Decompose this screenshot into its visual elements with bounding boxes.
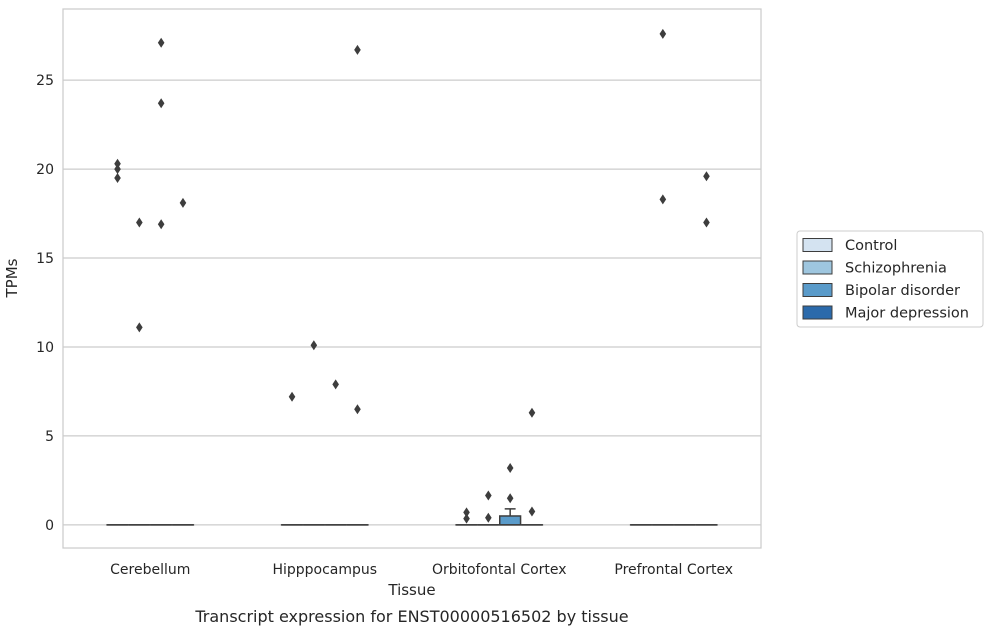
outlier-orbitofontal-cortex-schizophrenia-1 (485, 512, 492, 523)
outlier-orbitofontal-cortex-major-depression-1 (528, 506, 536, 517)
outlier-cerebellum-bipolar-disorder-1 (157, 98, 165, 109)
outlier-orbitofontal-cortex-control-0 (463, 507, 470, 518)
outlier-orbitofontal-cortex-schizophrenia-0 (485, 490, 492, 501)
legend-swatch-schizophrenia (802, 260, 833, 275)
legend-swatch-control (802, 238, 833, 252)
legend: Control Schizophrenia Bipolar disorder Majo… (796, 230, 984, 328)
outlier-prefrontal-cortex-major-depression-1 (703, 217, 710, 228)
outlier-hipppocampus-major-depression-1 (354, 404, 361, 415)
outlier-hipppocampus-bipolar-disorder-0 (332, 379, 339, 390)
legend-swatch-bipolar-disorder (802, 283, 833, 297)
legend-swatch-major-depression (802, 305, 833, 320)
x-tick-orbitofontal-cortex: Orbitofontal Cortex (432, 562, 567, 578)
y-tick-15: 15 (36, 251, 54, 267)
y-tick-10: 10 (36, 340, 54, 356)
outlier-prefrontal-cortex-major-depression-0 (703, 171, 710, 182)
legend-label-control: Control (845, 238, 897, 254)
plot-body (106, 28, 718, 526)
y-axis-label: TPMs (3, 258, 21, 298)
y-tick-0: 0 (45, 518, 54, 534)
outlier-cerebellum-schizophrenia-1 (136, 322, 143, 333)
outlier-orbitofontal-cortex-major-depression-0 (528, 407, 536, 418)
outlier-cerebellum-control-0 (114, 158, 121, 169)
box-orbitofontal-cortex-bipolar-disorder (499, 508, 522, 526)
outlier-prefrontal-cortex-schizophrenia-1 (659, 194, 667, 205)
chart-caption: Transcript expression for ENST0000051650… (194, 607, 628, 626)
plot-frame (62, 8, 762, 549)
outlier-cerebellum-control-1 (114, 164, 121, 175)
outlier-orbitofontal-cortex-control-1 (463, 513, 470, 524)
outlier-cerebellum-control-2 (114, 172, 121, 183)
outlier-orbitofontal-cortex-bipolar-disorder-1 (506, 493, 514, 504)
outlier-hipppocampus-major-depression-0 (354, 44, 361, 55)
outlier-cerebellum-bipolar-disorder-0 (157, 37, 165, 48)
legend-label-major-depression: Major depression (845, 306, 969, 322)
box-body-orbitofontal-cortex-bipolar-disorder (499, 515, 522, 526)
x-axis-label: Tissue (387, 581, 435, 599)
x-tick-prefrontal-cortex: Prefrontal Cortex (614, 562, 733, 578)
outlier-cerebellum-schizophrenia-0 (136, 217, 143, 228)
y-tick-25: 25 (36, 73, 54, 89)
outlier-cerebellum-bipolar-disorder-2 (157, 219, 165, 230)
y-tick-5: 5 (45, 429, 54, 445)
outlier-hipppocampus-control-0 (288, 391, 296, 402)
legend-label-schizophrenia: Schizophrenia (845, 261, 947, 277)
outlier-prefrontal-cortex-schizophrenia-0 (659, 28, 667, 39)
outlier-hipppocampus-schizophrenia-0 (310, 340, 318, 351)
x-tick-cerebellum: Cerebellum (110, 562, 190, 578)
outlier-orbitofontal-cortex-bipolar-disorder-0 (506, 462, 514, 473)
outlier-cerebellum-major-depression-0 (179, 197, 187, 208)
x-tick-labels: Cerebellum Hipppocampus Orbitofontal Corte… (110, 562, 733, 578)
gridlines (63, 79, 761, 526)
y-tick-labels: 0 5 10 15 20 25 (36, 73, 54, 534)
x-tick-hipppocampus: Hipppocampus (272, 562, 377, 578)
legend-frame (796, 230, 984, 328)
legend-label-bipolar-disorder: Bipolar disorder (845, 283, 960, 299)
y-tick-20: 20 (36, 162, 54, 178)
